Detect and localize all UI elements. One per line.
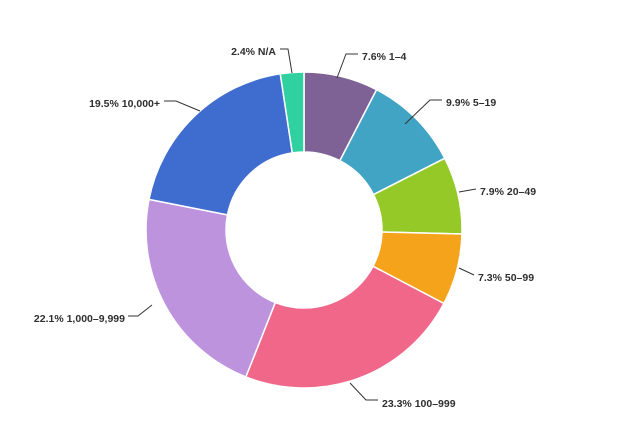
leader-line: [128, 304, 153, 317]
leader-line: [349, 382, 378, 401]
leader-line: [458, 267, 475, 276]
leader-line: [458, 188, 477, 193]
slice-100-999[interactable]: [244, 265, 445, 389]
leader-line: [404, 99, 442, 125]
slice-label: 22.1% 1,000–9,999: [34, 313, 125, 325]
slice-label: 9.9% 5–19: [446, 97, 496, 109]
slice-label: 7.6% 1–4: [362, 51, 407, 63]
slice-label: 7.3% 50–99: [478, 272, 534, 284]
leader-line: [280, 48, 293, 74]
donut-slices: [145, 71, 463, 389]
slice-label: 7.9% 20–49: [480, 186, 536, 198]
slice-10-000plus[interactable]: [148, 72, 294, 216]
leader-line: [164, 100, 201, 112]
slice-label: 19.5% 10,000+: [89, 98, 160, 110]
slice-labels: 7.6% 1–4 9.9% 5–19 7.9% 20–49 7.3% 50–99 23.…: [34, 46, 536, 410]
slice-n-a[interactable]: [279, 71, 305, 154]
leader-line: [336, 53, 358, 79]
slice-label: 2.4% N/A: [231, 46, 276, 58]
slice-label: 23.3% 100–999: [382, 398, 456, 410]
slice-1-000-9-999[interactable]: [145, 198, 277, 378]
